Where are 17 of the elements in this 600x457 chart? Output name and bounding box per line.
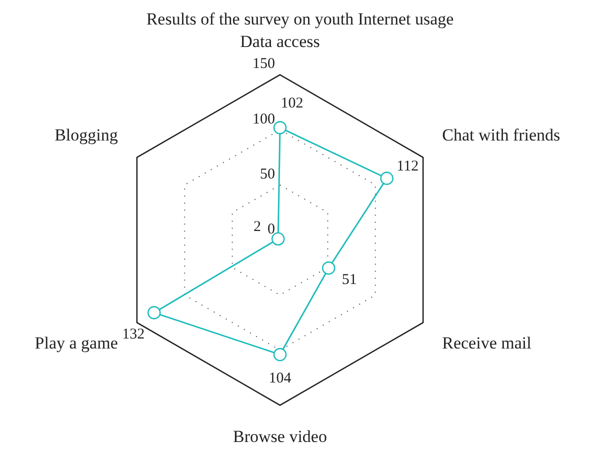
data-label: 112	[396, 158, 419, 174]
spoke-label: Chat with friends	[442, 126, 560, 145]
y-tick-label: 50	[260, 166, 275, 182]
chart-title: Results of the survey on youth Internet usage	[146, 10, 454, 29]
spoke-label: Receive mail	[442, 333, 532, 352]
spoke-label: Play a game	[34, 333, 118, 352]
data-label: 102	[280, 96, 304, 112]
spoke-label: Data access	[240, 32, 320, 52]
y-tick-label: 100	[252, 111, 275, 128]
y-tick-label: 150	[252, 56, 275, 72]
spoke-label: Browse video	[233, 426, 327, 446]
data-label: 2	[254, 218, 262, 235]
spoke-label: Blogging	[54, 126, 118, 145]
data-label: 51	[342, 272, 357, 288]
data-label: 104	[268, 370, 292, 386]
data-label: 132	[122, 326, 145, 343]
y-tick-label: 0	[268, 221, 275, 238]
